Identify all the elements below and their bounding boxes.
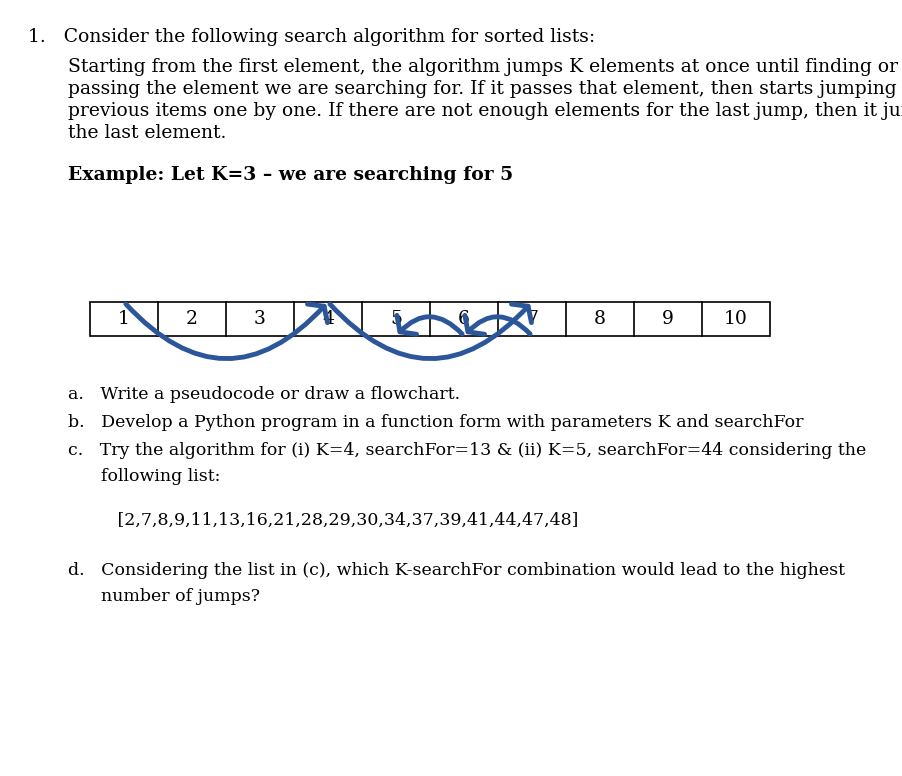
- Text: [2,7,8,9,11,13,16,21,28,29,30,34,37,39,41,44,47,48]: [2,7,8,9,11,13,16,21,28,29,30,34,37,39,4…: [68, 512, 578, 529]
- Text: c.   Try the algorithm for (i) K=4, searchFor=13 & (ii) K=5, searchFor=44 consid: c. Try the algorithm for (i) K=4, search…: [68, 442, 865, 459]
- Text: the last element.: the last element.: [68, 124, 226, 142]
- Text: 8: 8: [594, 310, 605, 328]
- Text: 9: 9: [661, 310, 673, 328]
- Text: passing the element we are searching for. If it passes that element, then starts: passing the element we are searching for…: [68, 80, 902, 98]
- Text: number of jumps?: number of jumps?: [68, 588, 260, 605]
- Text: 4: 4: [322, 310, 334, 328]
- Text: a.   Write a pseudocode or draw a flowchart.: a. Write a pseudocode or draw a flowchar…: [68, 386, 460, 403]
- Text: Example: Let K=3 – we are searching for 5: Example: Let K=3 – we are searching for …: [68, 166, 512, 184]
- Text: 3: 3: [253, 310, 266, 328]
- Text: 2: 2: [186, 310, 198, 328]
- Text: 7: 7: [526, 310, 538, 328]
- Text: 10: 10: [723, 310, 747, 328]
- Text: 5: 5: [390, 310, 401, 328]
- Bar: [90, 302, 769, 336]
- Text: 6: 6: [457, 310, 469, 328]
- Text: d.   Considering the list in (c), which K-searchFor combination would lead to th: d. Considering the list in (c), which K-…: [68, 562, 844, 579]
- Text: 1.   Consider the following search algorithm for sorted lists:: 1. Consider the following search algorit…: [28, 28, 594, 46]
- Text: b.   Develop a Python program in a function form with parameters K and searchFor: b. Develop a Python program in a functio…: [68, 414, 803, 431]
- Text: following list:: following list:: [68, 468, 220, 485]
- Text: 1: 1: [118, 310, 130, 328]
- Text: Starting from the first element, the algorithm jumps K elements at once until fi: Starting from the first element, the alg…: [68, 58, 897, 76]
- Text: previous items one by one. If there are not enough elements for the last jump, t: previous items one by one. If there are …: [68, 102, 902, 120]
